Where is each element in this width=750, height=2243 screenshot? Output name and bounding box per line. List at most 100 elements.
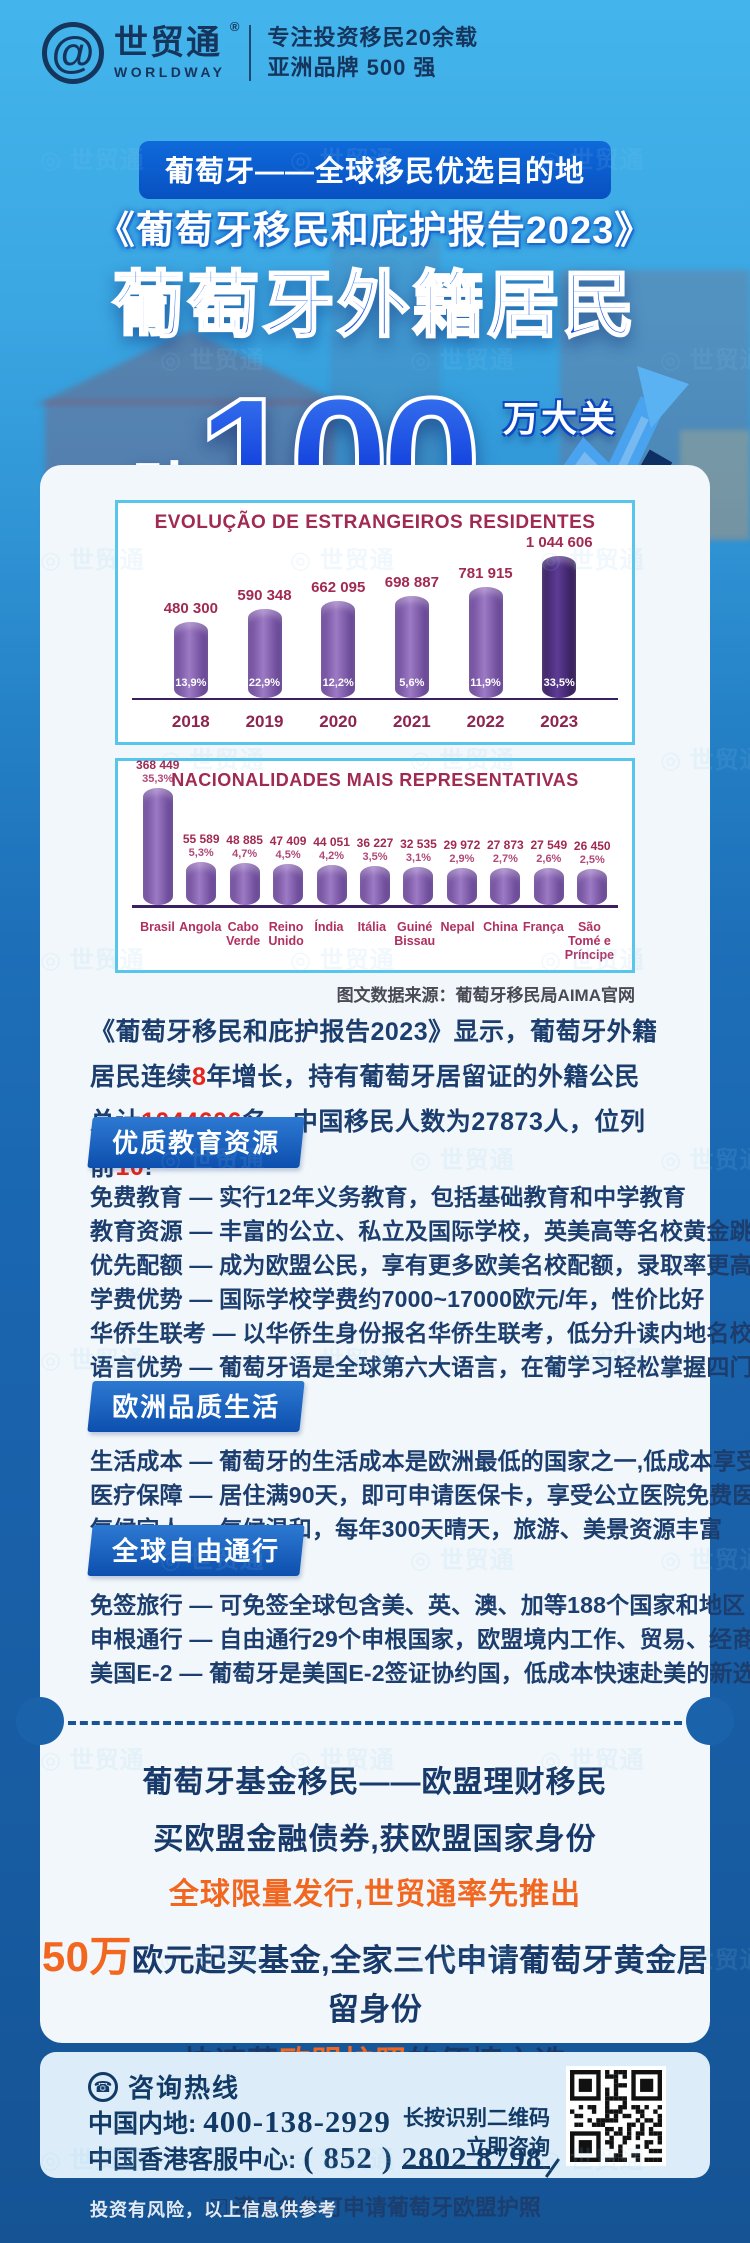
bar-value-label: 590 348 (237, 587, 292, 604)
feature-line: 语言优势 — 葡萄牙语是全球第六大语言，在葡学习轻松掌握四门语言 (90, 1354, 750, 1380)
qr-code[interactable] (566, 2066, 666, 2166)
x-axis-tick-label: São Tomé e Príncipe (564, 920, 615, 962)
bar (446, 868, 477, 905)
bar-value-label: 698 887 (384, 574, 439, 591)
phone-icon: ☎ (88, 2071, 118, 2102)
bar-percent-label: 3,5% (362, 851, 388, 863)
hotline: ☎ 咨询热线 (88, 2068, 240, 2105)
content-card: EVOLUÇÃO DE ESTRANGEIROS RESIDENTES 480 … (16, 465, 750, 2220)
bar-slot: 48 885 4,7% (223, 833, 266, 905)
summary-text: 《葡萄牙移民和庇护报告2023》显示，葡萄牙外籍居民连续 (90, 1018, 658, 1091)
bar-value-label: 48 885 (226, 833, 263, 847)
x-axis-tick-label: China (483, 920, 518, 934)
bar-slot: 32 535 3,1% (397, 837, 440, 905)
ticket-notch-left (16, 1697, 64, 1745)
bar-slot: 781 915 11,9% (449, 565, 523, 698)
bar-percent-label: 5,3% (188, 847, 214, 859)
promo-subheading: 买欧盟金融债券,获欧盟国家身份 (153, 1823, 597, 1856)
bar-value-label: 36 227 (356, 836, 394, 850)
bar-value-label: 32 535 (400, 837, 437, 851)
registered-mark: ® (229, 19, 242, 34)
x-axis-tick-label: Angola (179, 920, 222, 934)
bar-percent-label: 13,9% (175, 677, 207, 689)
bar-value-label: 29 972 (443, 838, 481, 852)
feature-line: 学费优势 — 国际学校学费约7000~17000欧元/年，性价比好 (90, 1286, 705, 1312)
bar (403, 867, 434, 905)
x-axis-tick-label: Cabo Verde (226, 920, 261, 948)
chart-nacionalidades: NACIONALIDADES MAIS REPRESENTATIVAS 368 … (115, 758, 635, 973)
x-axis-tick-label: 2023 (540, 712, 579, 731)
report-subtitle: 《葡萄牙移民和庇护报告2023》 (96, 210, 654, 252)
bar-slot: 36 227 3,5% (353, 836, 396, 905)
qr-hint-line1: 长按识别二维码 (403, 2107, 550, 2130)
x-axis-tick-label: 2020 (319, 712, 358, 731)
bar-value-label: 480 300 (163, 600, 218, 617)
bar (316, 865, 347, 905)
bar-value-label: 44 051 (313, 835, 350, 849)
promo-fund-text: 欧元起买基金,全家三代申请葡萄牙黄金居留身份 (132, 1943, 709, 2027)
x-axis-tick-label: Reino Unido (268, 920, 304, 948)
promo-heading: 葡萄牙基金移民——欧盟理财移民 (142, 1766, 608, 1799)
bar-percent-label: 35,3% (142, 773, 174, 785)
feature-line: 免费教育 — 实行12年义务教育，包括基础教育和中学教育 (90, 1184, 686, 1210)
logo-text: 世贸通 ® WORLDWAY (114, 20, 240, 80)
check-item: ☑ 满足条件可申请葡萄牙欧盟护照 (209, 2195, 541, 2220)
bar: 11,9% (468, 587, 503, 698)
header: @ 世贸通 ® WORLDWAY 专注投资移民20余载 亚洲品牌 500 强 (42, 20, 478, 84)
number-unit: 万大关 (503, 398, 618, 439)
bar-slot: 44 051 4,2% (310, 835, 353, 905)
x-axis-tick-label: 2022 (466, 712, 505, 731)
phone-hongkong-number[interactable]: ( 852 ) 2802 8798 (303, 2140, 543, 2175)
bar-slot: 27 873 2,7% (484, 838, 527, 905)
x-axis-tick-label: Índia (314, 920, 344, 934)
bar-value-label: 27 873 (487, 838, 524, 852)
phone-mainland-number[interactable]: 400-138-2929 (203, 2104, 391, 2139)
bar-percent-label: 2,7% (492, 853, 518, 865)
footer-contact-card: ☎ 咨询热线 中国内地: 400-138-2929 中国香港客服中心: ( 85… (40, 2052, 710, 2178)
bar-percent-label: 4,2% (319, 850, 345, 862)
x-axis-tick-label: Itália (357, 920, 387, 934)
bar-percent-label: 22,9% (248, 677, 281, 689)
bar-slot: 698 887 5,6% (375, 574, 449, 698)
bar-value-label: 781 915 (458, 565, 513, 582)
bar-percent-label: 4,7% (232, 848, 258, 860)
worldway-logo-icon: @ (42, 22, 104, 84)
phone-hongkong[interactable]: 中国香港客服中心: ( 852 ) 2802 8798 (88, 2140, 542, 2176)
bar-value-label: 26 450 (573, 839, 611, 853)
x-axis-tick-label: Nepal (440, 920, 475, 934)
x-axis-tick-label: Brasil (140, 920, 175, 934)
bar-percent-label: 2,9% (449, 853, 475, 865)
section-education: 优质教育资源 免费教育 — 实行12年义务教育，包括基础教育和中学教育 教育资源 … (87, 1117, 750, 1384)
bar-value-label: 662 095 (311, 579, 366, 596)
data-source-note: 图文数据来源：葡萄牙移民局AIMA官网 (336, 986, 635, 1005)
bar-value-label: 1 044 606 (525, 534, 593, 551)
bar: 33,5% (542, 556, 577, 698)
bar-value-label: 55 589 (182, 832, 220, 846)
section-title: 优质教育资源 (112, 1128, 281, 1158)
bar-percent-label: 11,9% (470, 677, 501, 689)
logo-divider (249, 25, 252, 81)
phone-mainland[interactable]: 中国内地: 400-138-2929 (88, 2104, 391, 2140)
bar (533, 868, 564, 905)
x-axis-tick-label: Guiné Bissau (394, 920, 436, 948)
bar (273, 864, 304, 905)
bar (142, 788, 173, 905)
section-header: 全球自由通行 (87, 1525, 305, 1576)
section-global-access: 全球自由通行 免签旅行 — 可免签全球包含美、英、澳、加等188个国家和地区 申根… (87, 1525, 750, 1690)
x-axis-tick-label: 2018 (171, 712, 210, 731)
header-tagline: 专注投资移民20余载 亚洲品牌 500 强 (267, 23, 477, 83)
feature-line: 华侨生联考 — 以华侨生身份报名华侨生联考，低分升读内地名校 (90, 1320, 750, 1346)
bar-percent-label: 33,5% (543, 677, 575, 689)
chart-x-axis-labels: 2018 2019 2020 2021 2022 2023 (132, 712, 618, 732)
x-axis-tick-label: 2021 (392, 712, 431, 731)
bar-slot: 590 348 22,9% (228, 587, 302, 698)
bar-slot: 27 549 2,6% (527, 838, 570, 905)
feature-line: 申根通行 — 自由通行29个申根国家，欧盟境内工作、贸易、经商无障碍 (90, 1626, 750, 1652)
qr-hint-underline-arrow (402, 2166, 550, 2169)
tagline-line1: 专注投资移民20余载 (267, 25, 478, 50)
promo-amount: 50万 (41, 1933, 133, 1980)
bar-slot: 47 409 4,5% (266, 834, 309, 905)
feature-line: 优先配额 — 成为欧盟公民，享有更多欧美名校配额，录取率更高 (90, 1252, 750, 1278)
bar-slot: 368 449 35,3% (136, 758, 179, 905)
logo-name-en: WORLDWAY (114, 64, 226, 80)
